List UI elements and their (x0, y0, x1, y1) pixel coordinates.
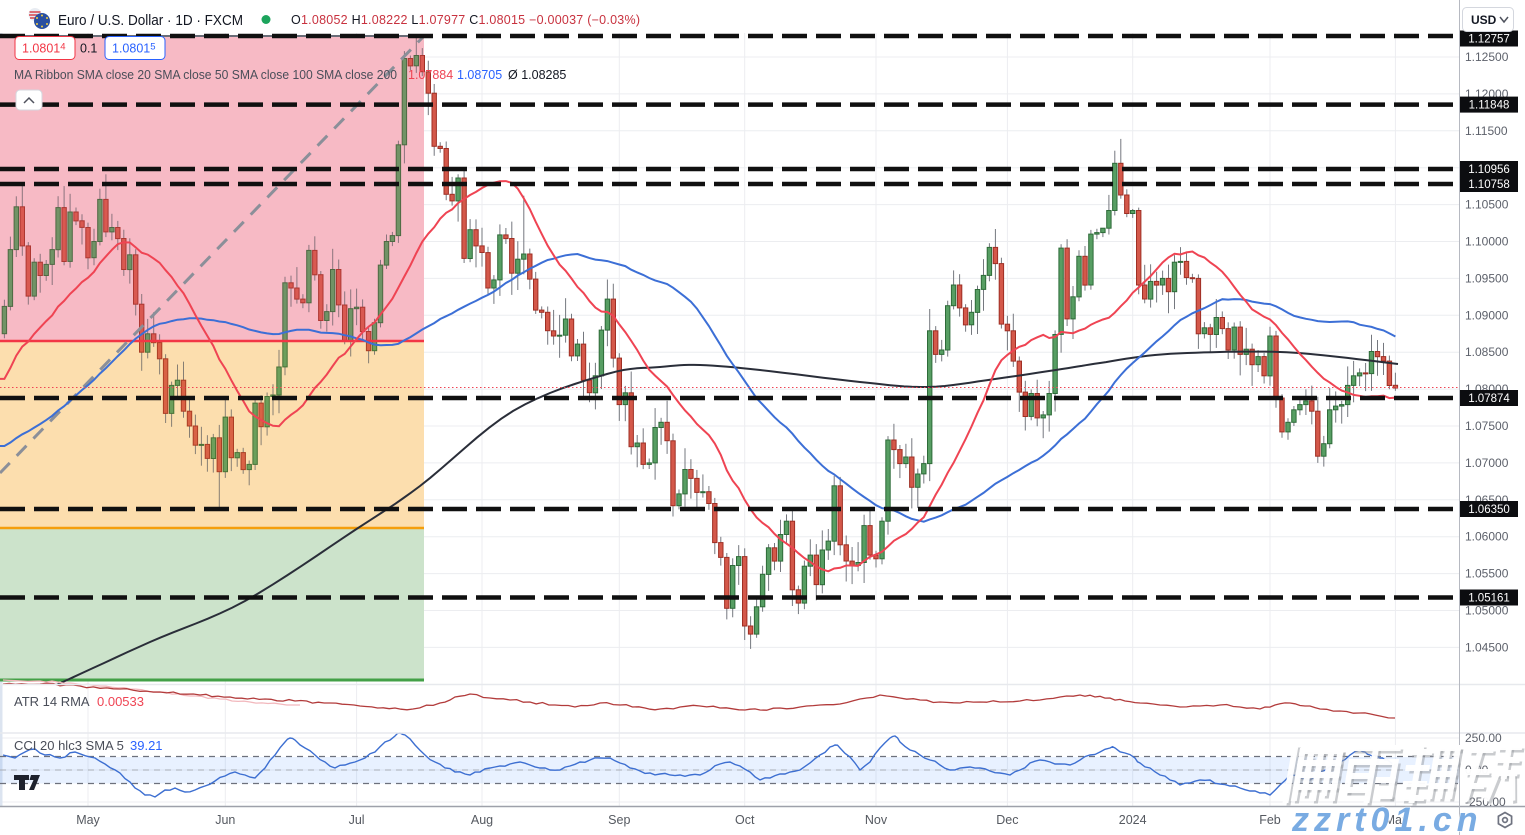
svg-text:1.07000: 1.07000 (1465, 456, 1509, 470)
svg-text:MA Ribbon SMA close 20 SMA clo: MA Ribbon SMA close 20 SMA close 50 SMA … (14, 68, 397, 82)
svg-text:ATR 14 RMA: ATR 14 RMA (14, 694, 90, 709)
svg-text:1.05500: 1.05500 (1465, 567, 1509, 581)
svg-text:Feb: Feb (1259, 813, 1281, 827)
svg-text:1.05161: 1.05161 (1468, 593, 1510, 605)
svg-text:1.10758: 1.10758 (1468, 179, 1510, 191)
svg-text:1.11848: 1.11848 (1469, 100, 1510, 112)
svg-text:0.1: 0.1 (80, 42, 97, 56)
svg-text:1.09000: 1.09000 (1465, 308, 1509, 322)
svg-text:1.11500: 1.11500 (1465, 124, 1508, 138)
svg-text:1.08705: 1.08705 (457, 68, 502, 82)
svg-text:1.12757: 1.12757 (1468, 34, 1510, 46)
svg-text:1.12500: 1.12500 (1465, 50, 1509, 64)
svg-text:O1.08052 H1.08222 L1.07977: O1.08052 H1.08222 L1.07977 C1.08015 −0.0… (291, 13, 640, 27)
svg-text:Dec: Dec (996, 813, 1018, 827)
svg-text:1.08015: 1.08015 (112, 42, 156, 56)
svg-text:Sep: Sep (608, 813, 630, 827)
svg-text:1.06350: 1.06350 (1468, 504, 1510, 516)
svg-text:1.07884: 1.07884 (408, 68, 453, 82)
svg-text:Oct: Oct (735, 813, 755, 827)
svg-text:250.00: 250.00 (1465, 731, 1502, 745)
svg-text:1.06000: 1.06000 (1465, 530, 1509, 544)
svg-text:Euro / U.S. Dollar · 1D · FXCM: Euro / U.S. Dollar · 1D · FXCM (58, 12, 243, 29)
svg-text:1.08014: 1.08014 (22, 42, 66, 56)
svg-text:1.07500: 1.07500 (1465, 419, 1509, 433)
svg-text:Mar: Mar (1385, 813, 1407, 827)
svg-text:Jul: Jul (349, 813, 365, 827)
svg-text:1.10000: 1.10000 (1465, 235, 1509, 249)
svg-text:1.05000: 1.05000 (1465, 604, 1509, 618)
svg-text:0.00533: 0.00533 (97, 694, 144, 709)
svg-text:Ø 1.08285: Ø 1.08285 (508, 68, 566, 82)
svg-text:CCI 20 hlc3 SMA 5: CCI 20 hlc3 SMA 5 (14, 738, 124, 753)
svg-text:1.04500: 1.04500 (1465, 640, 1509, 654)
svg-text:Nov: Nov (865, 813, 888, 827)
svg-text:May: May (76, 813, 100, 827)
svg-text:1.09500: 1.09500 (1465, 271, 1509, 285)
svg-text:39.21: 39.21 (130, 738, 163, 753)
svg-text:Jun: Jun (215, 813, 235, 827)
svg-text:Aug: Aug (471, 813, 493, 827)
svg-text:USD: USD (1471, 13, 1497, 27)
svg-text:2024: 2024 (1119, 813, 1147, 827)
svg-text:1.08500: 1.08500 (1465, 345, 1509, 359)
svg-text:-250.00: -250.00 (1465, 795, 1506, 809)
svg-text:1.10956: 1.10956 (1468, 164, 1510, 176)
svg-text:1.10500: 1.10500 (1465, 198, 1509, 212)
svg-text:zzrt01.cn: zzrt01.cn (1291, 801, 1483, 835)
svg-text:1.07874: 1.07874 (1468, 393, 1510, 405)
